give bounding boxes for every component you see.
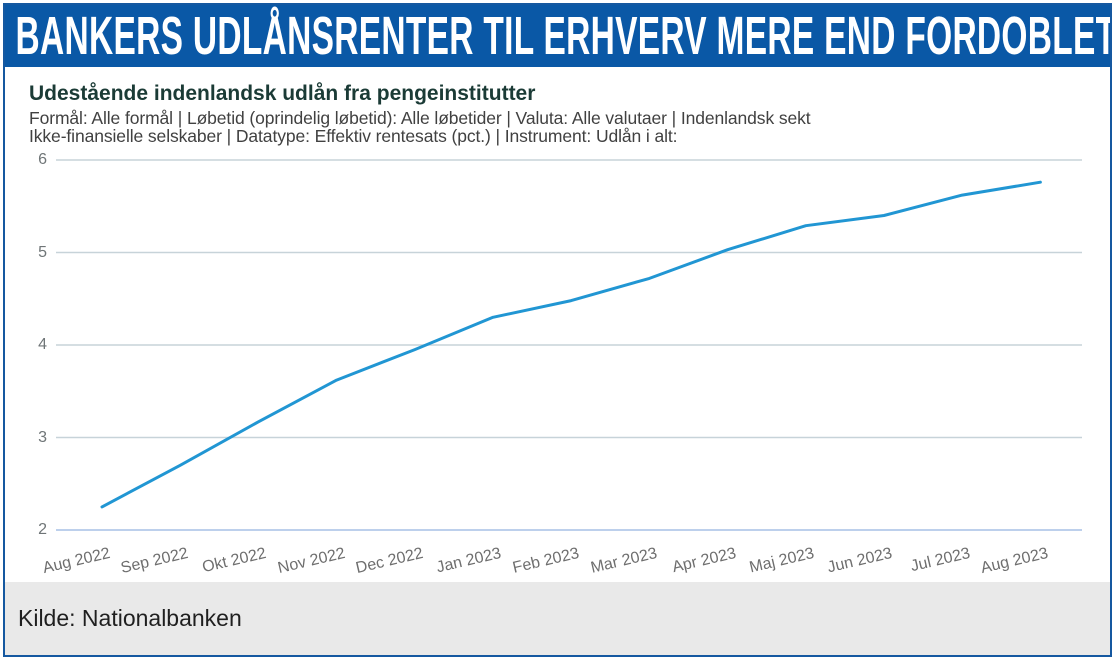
- y-tick-label: 6: [38, 151, 47, 168]
- y-tick-label: 2: [38, 521, 47, 538]
- y-tick-label: 3: [38, 428, 47, 446]
- gridlines: [56, 159, 1082, 531]
- headline-title: BANKERS UDLÅNSRENTER TIL ERHVERV MERE EN…: [15, 6, 1110, 66]
- chart-title: Udestående indenlandsk udlån fra pengein…: [29, 82, 536, 105]
- y-tick-label: 4: [38, 336, 47, 353]
- source-footer: Kilde: Nationalbanken: [5, 582, 1110, 655]
- source-label: Kilde: Nationalbanken: [18, 605, 242, 631]
- infographic-card: BANKERS UDLÅNSRENTER TIL ERHVERV MERE EN…: [3, 3, 1112, 657]
- chart-subtitle-line1: Formål: Alle formål | Løbetid (oprindeli…: [29, 108, 811, 128]
- headline-banner: BANKERS UDLÅNSRENTER TIL ERHVERV MERE EN…: [5, 5, 1110, 67]
- line-series: [100, 180, 1042, 509]
- chart-subtitle-line2: Ikke-finansielle selskaber | Datatype: E…: [29, 126, 678, 146]
- y-tick-label: 5: [38, 243, 47, 261]
